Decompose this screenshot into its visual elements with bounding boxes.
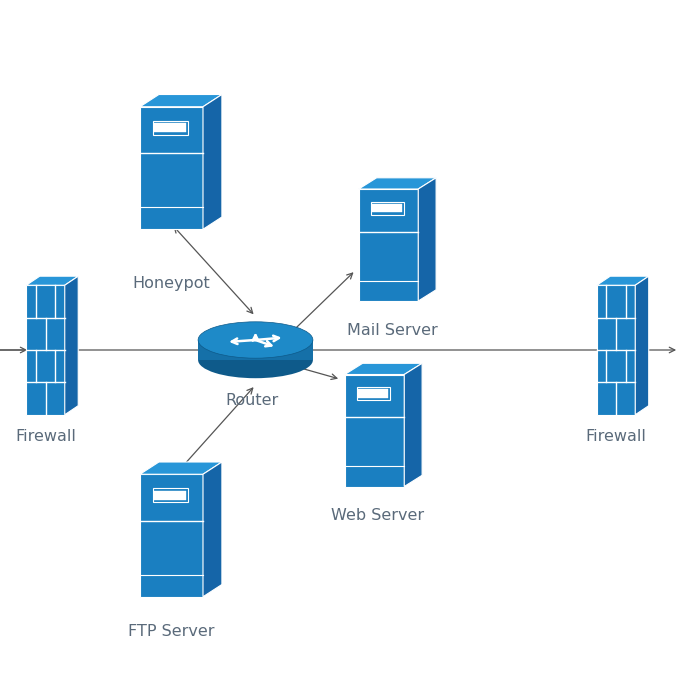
Polygon shape (359, 178, 436, 189)
Ellipse shape (198, 322, 313, 358)
Text: Router: Router (225, 393, 279, 408)
Polygon shape (140, 475, 203, 596)
Polygon shape (359, 189, 419, 301)
Polygon shape (345, 374, 405, 486)
Text: Firewall: Firewall (15, 429, 76, 444)
Polygon shape (596, 286, 636, 414)
Polygon shape (405, 363, 422, 486)
Polygon shape (345, 363, 422, 374)
Polygon shape (419, 178, 436, 301)
Polygon shape (372, 204, 402, 212)
Polygon shape (358, 389, 389, 398)
Polygon shape (636, 276, 649, 414)
Polygon shape (203, 462, 222, 596)
Text: FTP Server: FTP Server (128, 624, 215, 639)
Polygon shape (140, 106, 203, 230)
Text: Web Server: Web Server (331, 508, 425, 524)
Polygon shape (155, 123, 186, 132)
Polygon shape (140, 94, 222, 106)
Polygon shape (140, 462, 222, 475)
Polygon shape (203, 94, 222, 230)
Text: Mail Server: Mail Server (346, 323, 438, 338)
Ellipse shape (198, 342, 313, 378)
Polygon shape (198, 340, 313, 360)
Polygon shape (64, 276, 78, 414)
Polygon shape (27, 276, 78, 286)
Text: Firewall: Firewall (586, 429, 646, 444)
Polygon shape (596, 276, 649, 286)
Polygon shape (155, 491, 186, 500)
Text: Honeypot: Honeypot (132, 276, 211, 291)
Polygon shape (27, 286, 64, 414)
